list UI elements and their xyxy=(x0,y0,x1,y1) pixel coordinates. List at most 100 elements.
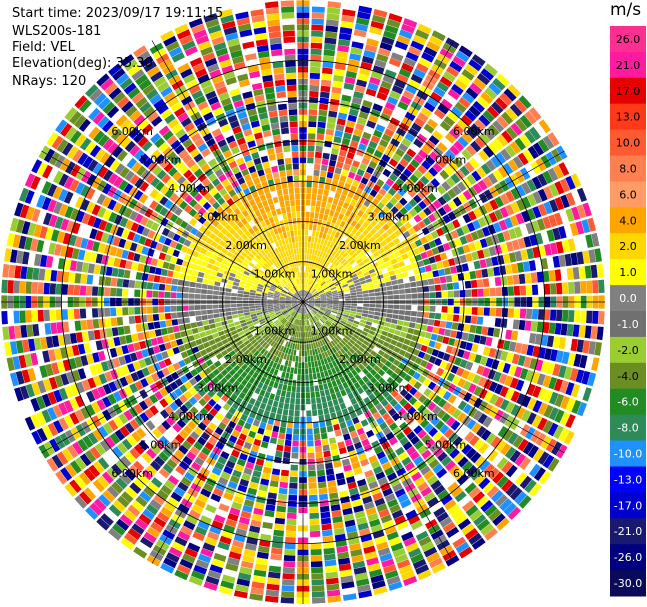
radar-gate xyxy=(483,128,495,141)
radar-gate xyxy=(361,286,368,291)
radar-gate xyxy=(285,530,296,538)
radar-gate xyxy=(255,343,262,350)
radar-gate xyxy=(438,327,446,336)
radar-gate xyxy=(372,280,379,285)
radar-gate xyxy=(128,464,141,477)
radar-gate xyxy=(331,229,337,237)
radar-gate xyxy=(268,291,274,295)
radar-gate xyxy=(292,343,296,350)
radar-gate xyxy=(336,335,343,342)
radar-gate xyxy=(219,407,228,416)
radar-gate xyxy=(110,287,117,297)
radar-gate xyxy=(390,372,399,380)
radar-gate xyxy=(238,433,247,441)
radar-gate xyxy=(310,242,314,249)
radar-gate xyxy=(401,456,412,467)
radar-gate xyxy=(167,475,180,486)
radar-gate xyxy=(336,343,342,350)
radar-gate xyxy=(328,281,334,287)
radar-gate xyxy=(411,305,418,311)
radar-gate xyxy=(270,553,282,561)
radar-gate xyxy=(299,313,302,320)
radar-gate xyxy=(191,327,199,334)
radar-gate xyxy=(326,13,340,21)
radar-gate xyxy=(277,383,283,390)
radar-gate xyxy=(428,167,438,177)
radar-gate xyxy=(487,327,495,337)
radar-gate xyxy=(136,224,145,235)
radar-gate xyxy=(346,333,353,339)
radar-gate xyxy=(117,326,125,336)
radar-gate xyxy=(280,469,289,477)
radar-gate xyxy=(314,237,319,244)
radar-gate xyxy=(257,381,264,389)
radar-gate xyxy=(397,234,406,242)
radar-gate xyxy=(426,271,434,279)
radar-gate xyxy=(52,404,63,418)
radar-gate xyxy=(250,313,257,318)
radar-gate xyxy=(191,416,201,426)
radar-gate xyxy=(37,309,44,322)
radar-gate xyxy=(333,211,340,219)
radar-gate xyxy=(244,543,257,551)
radar-gate xyxy=(549,242,558,255)
radar-gate xyxy=(215,276,222,282)
radar-gate xyxy=(337,247,343,254)
radar-gate xyxy=(401,326,409,333)
radar-gate xyxy=(224,304,231,308)
radar-gate xyxy=(236,375,244,383)
radar-gate xyxy=(338,383,345,391)
radar-gate xyxy=(19,385,30,400)
radar-gate xyxy=(315,354,320,361)
radar-gate xyxy=(408,396,418,406)
radar-gate xyxy=(323,314,329,319)
radar-gate xyxy=(320,297,327,300)
radar-gate xyxy=(251,405,259,414)
radar-gate xyxy=(333,299,339,302)
radar-gate xyxy=(380,308,387,313)
radar-gate xyxy=(170,305,177,312)
radar-gate xyxy=(318,487,328,495)
radar-gate xyxy=(375,193,384,201)
radar-gate xyxy=(414,342,423,350)
radar-gate xyxy=(455,50,470,63)
radar-gate xyxy=(486,105,500,119)
radar-gate xyxy=(528,260,537,271)
radar-gate xyxy=(316,286,322,291)
radar-gate xyxy=(527,193,537,207)
radar-gate xyxy=(428,135,440,146)
radar-gate xyxy=(514,453,527,467)
radar-gate xyxy=(507,308,514,318)
radar-gate xyxy=(305,307,308,314)
radar-gate xyxy=(125,334,133,344)
radar-gate xyxy=(259,389,266,397)
radar-gate xyxy=(335,472,345,480)
radar-gate xyxy=(307,294,313,299)
radar-gate xyxy=(310,318,315,324)
radar-gate xyxy=(139,340,147,350)
radar-gate xyxy=(401,271,409,278)
radar-gate xyxy=(31,310,38,323)
radar-gate xyxy=(560,194,570,209)
radar-gate xyxy=(122,288,129,297)
radar-gate xyxy=(290,458,299,465)
radar-gate xyxy=(230,330,238,336)
radar-gate xyxy=(95,340,104,351)
radar-gate xyxy=(457,193,468,204)
radar-gate xyxy=(399,388,408,397)
radar-gate xyxy=(413,455,424,466)
radar-gate xyxy=(183,280,191,287)
radar-gate xyxy=(444,267,452,275)
radar-gate xyxy=(310,60,321,68)
radar-gate xyxy=(358,590,373,599)
radar-gate xyxy=(420,273,428,280)
radar-gate xyxy=(225,292,232,296)
radar-gate xyxy=(413,400,422,410)
radar-gate xyxy=(384,525,397,535)
radar-gate xyxy=(259,339,266,346)
radar-gate xyxy=(398,526,412,536)
radar-gate xyxy=(461,132,473,144)
radar-gate xyxy=(336,435,344,443)
radar-gate xyxy=(261,305,267,308)
radar-gate xyxy=(348,108,359,117)
